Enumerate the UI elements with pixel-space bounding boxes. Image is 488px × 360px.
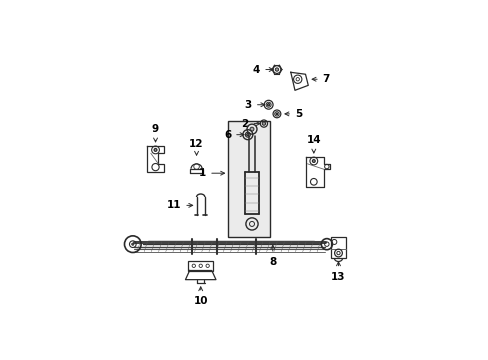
Circle shape (312, 159, 315, 162)
Text: 2: 2 (241, 118, 248, 129)
Text: 10: 10 (193, 296, 207, 306)
Circle shape (131, 243, 134, 245)
Bar (188, 261, 213, 270)
Bar (228, 121, 269, 237)
Text: 4: 4 (252, 64, 260, 75)
Text: 3: 3 (244, 100, 251, 110)
Text: 1: 1 (199, 168, 206, 178)
Text: 9: 9 (152, 124, 159, 134)
Circle shape (262, 122, 265, 125)
Text: 14: 14 (306, 135, 321, 145)
Bar (330, 237, 346, 258)
Circle shape (154, 149, 157, 151)
Text: 7: 7 (322, 74, 329, 84)
Circle shape (276, 113, 277, 115)
Text: 13: 13 (330, 272, 345, 282)
Text: 12: 12 (189, 139, 203, 149)
Text: 11: 11 (166, 201, 181, 210)
Circle shape (246, 134, 248, 136)
Text: 5: 5 (294, 109, 302, 119)
Circle shape (267, 104, 269, 106)
Text: 8: 8 (268, 257, 276, 267)
Text: 6: 6 (224, 130, 231, 140)
Circle shape (275, 68, 278, 71)
Circle shape (249, 127, 253, 131)
